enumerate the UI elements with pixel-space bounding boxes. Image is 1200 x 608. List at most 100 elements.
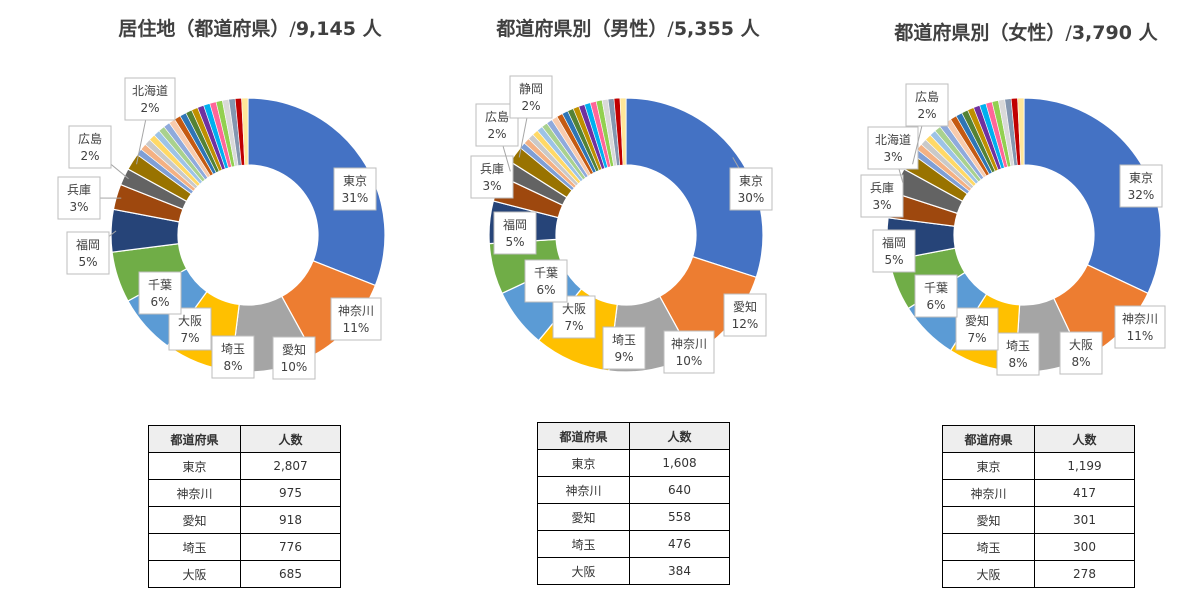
slice-name-label: 北海道 xyxy=(132,83,168,98)
slice-percent-label: 8% xyxy=(223,359,242,373)
chart-panel-male: 都道府県別（男性）/5,355 人 東京 30% 愛知 12% 神奈川 10% 埼玉 9% 大阪… xyxy=(428,0,828,608)
donut-chart-all: 東京 31% 神奈川 11% 愛知 10% 埼玉 8% 大阪 7% 千葉 6% 福岡 5% 兵庫 3% 広島 2%… xyxy=(57,77,386,380)
slice-name-label: 福岡 xyxy=(882,235,906,250)
label-box xyxy=(138,271,182,315)
label-box xyxy=(905,83,949,127)
slice-name-label: 神奈川 xyxy=(671,337,707,351)
slice-label-hiroshima: 広島 2% xyxy=(68,125,129,180)
slice-name-label: 大阪 xyxy=(562,302,586,316)
donut-slice-tokyo xyxy=(625,97,764,279)
slice-name-label: 兵庫 xyxy=(480,162,504,176)
slice-name-label: 福岡 xyxy=(76,237,100,252)
slice-label-saitama: 埼玉 8% xyxy=(996,332,1040,376)
label-box xyxy=(333,167,377,211)
slice-name-label: 愛知 xyxy=(282,343,306,357)
slice-name-label: 北海道 xyxy=(875,132,911,147)
slice-name-label: 東京 xyxy=(739,174,763,188)
slice-name-label: 愛知 xyxy=(733,300,757,314)
slice-label-osaka: 大阪 8% xyxy=(1059,331,1103,375)
slice-percent-label: 11% xyxy=(343,321,370,335)
table-header-count: 人数 xyxy=(240,425,341,453)
slice-label-saitama: 埼玉 8% xyxy=(211,335,255,379)
label-box xyxy=(996,332,1040,376)
label-box xyxy=(1059,331,1103,375)
slice-label-tokyo: 東京 31% xyxy=(333,167,377,211)
slice-percent-label: 12% xyxy=(732,317,759,331)
label-box xyxy=(1114,305,1166,349)
label-box xyxy=(602,326,646,370)
slice-label-saitama: 埼玉 9% xyxy=(602,326,646,370)
slice-name-label: 広島 xyxy=(915,89,939,104)
slice-percent-label: 5% xyxy=(505,235,524,249)
slice-label-tokyo: 東京 32% xyxy=(1119,164,1163,208)
chart-title: 都道府県別（女性）/3,790 人 xyxy=(894,22,1158,44)
slice-percent-label: 7% xyxy=(967,331,986,345)
data-table-all: 都道府県 人数 東京 2,807 神奈川 975 愛知 918 埼玉 776 大阪 685 xyxy=(148,425,341,588)
label-box xyxy=(955,307,999,351)
label-box xyxy=(729,167,773,211)
slice-name-label: 神奈川 xyxy=(338,304,374,318)
slice-percent-label: 5% xyxy=(78,255,97,269)
slice-name-label: 東京 xyxy=(343,174,367,188)
slice-label-aichi: 愛知 12% xyxy=(723,293,767,337)
slice-name-label: 大阪 xyxy=(1069,338,1093,352)
table-header-count: 人数 xyxy=(629,422,730,450)
slice-percent-label: 2% xyxy=(487,127,506,141)
table-header-prefecture: 都道府県 xyxy=(148,425,241,453)
slice-name-label: 兵庫 xyxy=(870,181,894,195)
slice-percent-label: 8% xyxy=(1008,356,1027,370)
table-row: 埼玉 776 xyxy=(148,533,341,561)
slice-label-chiba: 千葉 6% xyxy=(914,274,958,318)
slice-percent-label: 7% xyxy=(180,331,199,345)
slice-name-label: 埼玉 xyxy=(1006,339,1030,353)
label-box xyxy=(66,231,110,275)
slice-percent-label: 2% xyxy=(80,149,99,163)
donut-slice-tokyo xyxy=(1023,97,1162,295)
table-row: 埼玉 300 xyxy=(942,533,1135,561)
slice-label-fukuoka: 福岡 5% xyxy=(872,229,916,273)
slice-label-osaka: 大阪 7% xyxy=(168,307,212,351)
table-row: 神奈川 640 xyxy=(537,476,730,504)
table-row: 愛知 918 xyxy=(148,506,341,534)
slice-name-label: 広島 xyxy=(485,109,509,124)
slice-percent-label: 3% xyxy=(872,198,891,212)
slice-percent-label: 3% xyxy=(883,150,902,164)
slice-percent-label: 5% xyxy=(884,253,903,267)
table-row: 東京 1,199 xyxy=(942,452,1135,480)
label-box xyxy=(168,307,212,351)
table-row: 神奈川 975 xyxy=(148,479,341,507)
slice-label-hiroshima: 広島 2% xyxy=(905,83,949,165)
chart-panel-female: 都道府県別（女性）/3,790 人 東京 32% 神奈川 11% 大阪 8% 埼玉 8% 愛知 7… xyxy=(826,0,1200,608)
slice-name-label: 静岡 xyxy=(519,82,543,96)
slice-percent-label: 2% xyxy=(140,101,159,115)
slice-name-label: 大阪 xyxy=(178,314,202,328)
slice-percent-label: 32% xyxy=(1128,188,1155,202)
slice-percent-label: 6% xyxy=(926,298,945,312)
slice-label-chiba: 千葉 6% xyxy=(524,259,568,303)
chart-title: 居住地（都道府県）/9,145 人 xyxy=(118,18,382,40)
data-table-male: 都道府県 人数 東京 1,608 神奈川 640 愛知 558 埼玉 476 大阪 384 xyxy=(537,422,730,585)
label-box xyxy=(867,126,919,170)
label-box xyxy=(723,293,767,337)
slice-label-kanagawa: 神奈川 11% xyxy=(1114,305,1166,349)
slice-name-label: 埼玉 xyxy=(221,342,245,356)
label-box xyxy=(509,75,553,119)
slice-label-aichi: 愛知 7% xyxy=(955,307,999,351)
table-row: 愛知 558 xyxy=(537,503,730,531)
chart-panel-all: 居住地（都道府県）/9,145 人 東京 31% 神奈川 11% 愛知 10% 埼玉 8% 大阪… xyxy=(50,0,450,608)
slice-label-tokyo: 東京 30% xyxy=(729,157,773,211)
slice-percent-label: 11% xyxy=(1127,329,1154,343)
slice-name-label: 広島 xyxy=(78,131,102,146)
data-table-female: 都道府県 人数 東京 1,199 神奈川 417 愛知 301 埼玉 300 大阪 278 xyxy=(942,425,1135,588)
slice-percent-label: 6% xyxy=(536,283,555,297)
label-box xyxy=(524,259,568,303)
table-row: 埼玉 476 xyxy=(537,530,730,558)
slice-name-label: 福岡 xyxy=(503,217,527,232)
label-box xyxy=(552,295,596,339)
slice-percent-label: 10% xyxy=(676,354,703,368)
slice-label-hokkaido: 北海道 2% xyxy=(124,77,176,165)
slice-percent-label: 30% xyxy=(738,191,765,205)
slice-label-kanagawa: 神奈川 11% xyxy=(330,297,382,341)
donut-slice-other xyxy=(241,97,249,166)
slice-label-shizuoka: 静岡 2% xyxy=(509,75,553,158)
